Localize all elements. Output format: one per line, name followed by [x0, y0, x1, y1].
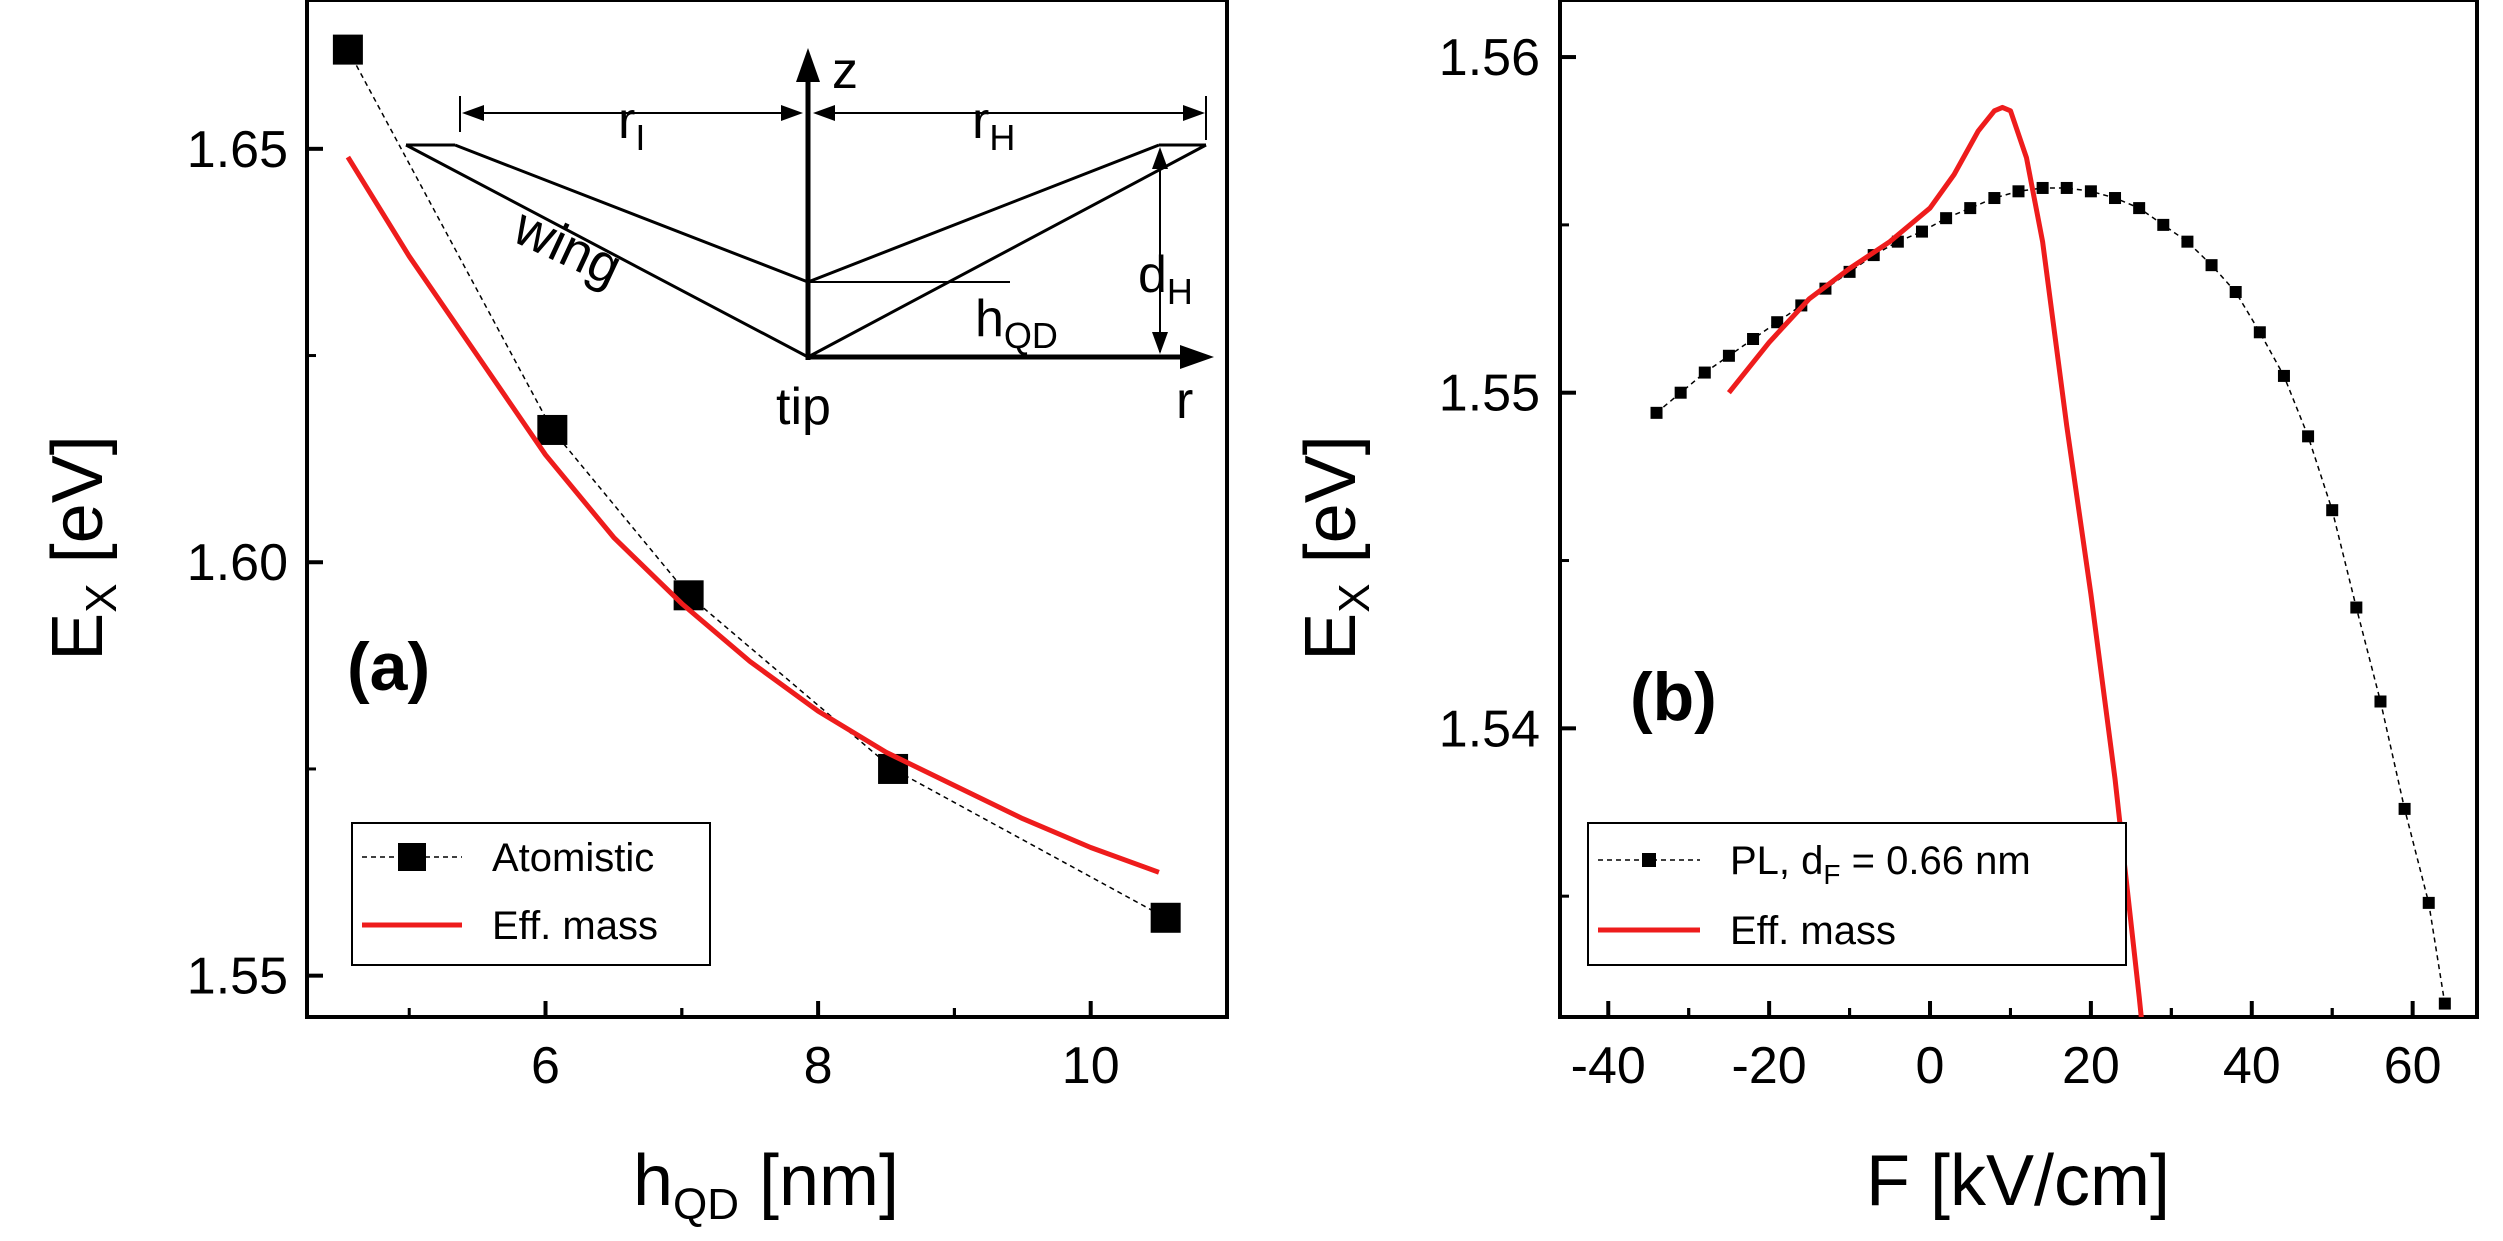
data-point-b-0 — [1771, 316, 1784, 329]
data-point-b-0 — [1915, 225, 1928, 238]
data-point-b-0 — [2012, 185, 2025, 198]
panel-a: 6 8 10 1.55 1.60 1.65 — [38, 0, 1229, 1229]
data-point-b-0 — [2438, 997, 2451, 1010]
data-point-b-0 — [2398, 802, 2411, 815]
legend-b-box — [1587, 822, 2127, 966]
a-series-layer — [332, 34, 1181, 933]
x-tick-label-a: 10 — [1062, 1037, 1120, 1095]
series-clip-a — [332, 34, 1181, 933]
data-point-b-0 — [2181, 235, 2194, 248]
data-point-b-0 — [1674, 386, 1687, 399]
series-clip-b — [1650, 104, 2451, 1017]
y-tick-label-a: 1.55 — [187, 948, 288, 1006]
x-tick-label-b: -40 — [1571, 1037, 1646, 1095]
inset-schematic: z r rI rH dH hQD wing tip — [405, 42, 1214, 436]
inset-hqd-label: hQD — [975, 290, 1058, 356]
inset-dh-arrowhead-bottom — [1152, 332, 1168, 354]
x-axis-label-b: F [kV/cm] — [1866, 1141, 2170, 1221]
data-point-b-0 — [2084, 185, 2097, 198]
data-point-a-0 — [332, 34, 363, 65]
panel-label-b: (b) — [1630, 659, 1717, 735]
legend-a-effmass-label: Eff. mass — [492, 904, 658, 948]
inset-z-arrowhead — [796, 48, 820, 82]
y-tick-label-a: 1.65 — [187, 121, 288, 179]
y-axis-label-b: EX [eV] — [1291, 435, 1379, 660]
inset-ri-arrowhead-left — [462, 105, 484, 121]
series-line-b-1 — [1726, 104, 2144, 1017]
plot-frame-a — [305, 0, 1229, 1019]
inset-dh-arrowhead-top — [1152, 147, 1168, 169]
data-point-b-0 — [1988, 192, 2001, 205]
x-tick-label-b: 20 — [2062, 1037, 2120, 1095]
panel-b: -40 -20 0 20 40 60 1.54 1.55 1.56 (b) PL, dF = 0… — [1291, 0, 2479, 1221]
y-axis-label-a: EX [eV] — [38, 435, 126, 660]
x-tick-label-b: -20 — [1732, 1037, 1807, 1095]
y-tick-label-b: 1.55 — [1439, 365, 1540, 423]
data-point-b-0 — [2374, 695, 2387, 708]
data-point-b-0 — [1964, 202, 1977, 215]
inset-tip-label: tip — [776, 378, 831, 436]
y-tick-label-b: 1.56 — [1439, 29, 1540, 87]
data-point-b-0 — [2157, 218, 2170, 231]
panel-label-a: (a) — [347, 629, 430, 705]
data-point-b-0 — [2229, 286, 2242, 299]
data-point-b-0 — [2060, 181, 2073, 194]
legend-b-pl-label: PL, dF = 0.66 nm — [1730, 839, 2031, 890]
inset-rh-label: rH — [972, 92, 1015, 158]
inset-rh-arrowhead-right — [1183, 105, 1205, 121]
x-tick-label-b: 60 — [2384, 1037, 2442, 1095]
data-point-b-0 — [2302, 430, 2315, 443]
data-point-a-0 — [1150, 902, 1181, 933]
data-point-b-0 — [1722, 349, 1735, 362]
data-point-b-0 — [2422, 896, 2435, 909]
data-point-b-0 — [1650, 406, 1663, 419]
a-axis-layer: 6 8 10 1.55 1.60 1.65 — [187, 121, 1120, 1095]
plot-frame-b — [1558, 0, 2479, 1019]
inset-rh-arrowhead-left — [813, 105, 835, 121]
inset-wing-label: wing — [504, 196, 631, 298]
inset-r-label: r — [1176, 372, 1193, 430]
inset-r-arrowhead — [1180, 345, 1214, 369]
b-series-layer — [1650, 104, 2451, 1017]
data-point-b-0 — [2133, 202, 2146, 215]
series-line-a-1 — [345, 155, 1160, 875]
legend-b: PL, dF = 0.66 nm Eff. mass — [1587, 822, 2127, 966]
legend-b-pl-marker — [1642, 853, 1656, 867]
legend-a-atomistic-label: Atomistic — [492, 836, 654, 880]
series-line-b-0 — [1656, 187, 2446, 1004]
data-point-b-0 — [1698, 366, 1711, 379]
data-point-b-0 — [2205, 259, 2218, 272]
data-point-b-0 — [1940, 212, 1953, 225]
legend-a-atomistic-marker — [398, 843, 426, 871]
legend-b-effmass-label: Eff. mass — [1730, 909, 1896, 953]
series-line-a-0 — [347, 49, 1167, 919]
data-point-a-0 — [537, 414, 568, 445]
legend-a: Atomistic Eff. mass — [351, 822, 711, 966]
x-tick-label-a: 6 — [531, 1037, 560, 1095]
y-tick-label-b: 1.54 — [1439, 700, 1540, 758]
b-axis-layer: -40 -20 0 20 40 60 1.54 1.55 1.56 — [1439, 29, 2442, 1095]
inset-ri-label: rI — [618, 92, 645, 158]
data-point-b-0 — [2036, 181, 2049, 194]
x-tick-label-a: 8 — [804, 1037, 833, 1095]
y-tick-label-a: 1.60 — [187, 534, 288, 592]
data-point-b-0 — [2326, 504, 2339, 517]
x-tick-label-b: 40 — [2223, 1037, 2281, 1095]
data-point-b-0 — [2109, 192, 2122, 205]
inset-dh-label: dH — [1138, 246, 1193, 312]
inset-ri-arrowhead-right — [781, 105, 803, 121]
data-point-b-0 — [2350, 601, 2363, 614]
data-point-b-0 — [1747, 333, 1760, 345]
x-axis-label-a: hQD [nm] — [633, 1141, 899, 1229]
x-tick-label-b: 0 — [1916, 1037, 1945, 1095]
inset-z-label: z — [832, 42, 858, 100]
data-point-a-0 — [673, 580, 704, 611]
data-point-b-0 — [2253, 326, 2266, 339]
inset-outer-profile — [405, 143, 1207, 359]
data-point-b-0 — [2277, 369, 2290, 382]
